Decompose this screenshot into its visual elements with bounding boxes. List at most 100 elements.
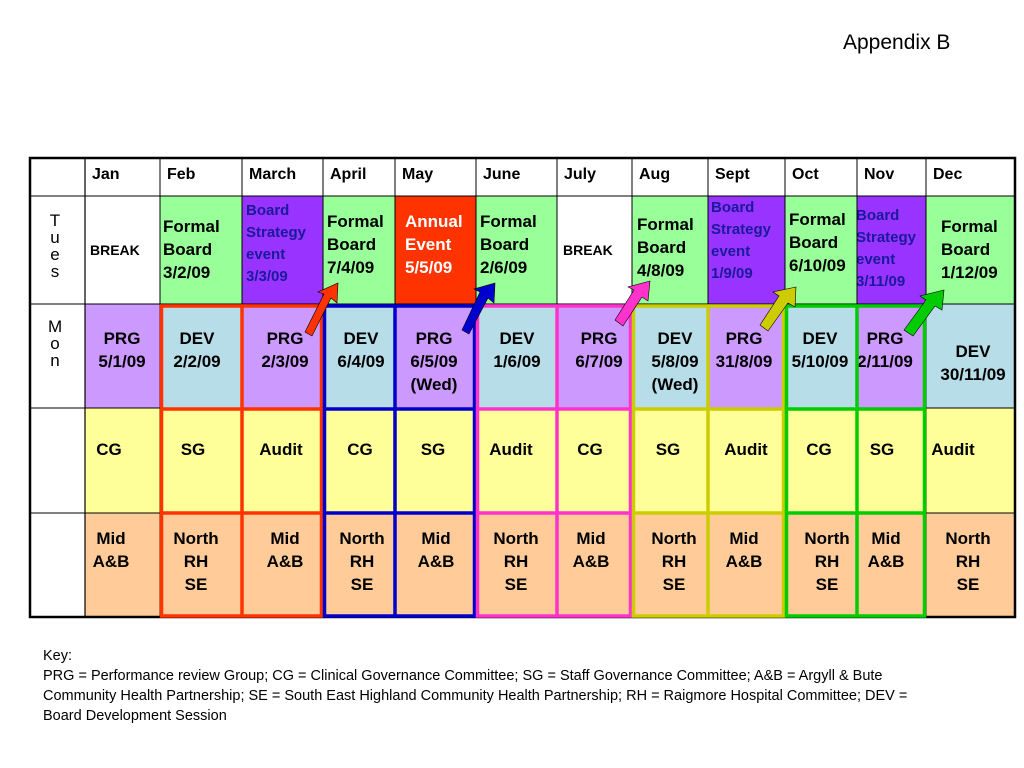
cell-line: RH <box>183 552 209 571</box>
cell-line: 5/8/09 <box>651 352 699 371</box>
cell-line: DEV <box>657 329 693 348</box>
committee-text: SG <box>420 440 446 459</box>
mon-meeting-text: PRG 31/8/09 <box>694 327 794 373</box>
group-arrow <box>759 286 797 332</box>
group-arrow <box>304 282 339 337</box>
tues-event-text: Formal Board 6/10/09 <box>789 208 846 277</box>
cell-line: Formal <box>789 210 846 229</box>
tues-event-text: Board Strategy event 3/3/09 <box>246 200 306 288</box>
cell-line: Strategy <box>711 221 772 238</box>
chp-text: North RH SE <box>322 527 402 596</box>
cell-line: A&B <box>867 552 905 571</box>
chp-cell <box>557 513 632 618</box>
tues-event-text: Formal Board 7/4/09 <box>327 210 384 279</box>
month-header-cell <box>557 157 632 196</box>
cell-line: DEV <box>955 342 991 361</box>
cell-line: 5/10/09 <box>791 352 849 371</box>
cell-line: A&B <box>417 552 455 571</box>
cell-line: 6/5/09 <box>410 352 458 371</box>
tues-event-text: BREAK <box>90 239 140 262</box>
key-heading: Key: <box>43 648 73 664</box>
month-header-cell <box>160 157 242 196</box>
cell-line: Mid <box>270 529 300 548</box>
group-arrow <box>461 282 496 335</box>
mon-meeting-text: DEV 6/4/09 <box>311 327 411 373</box>
cell-line: Board <box>246 202 290 219</box>
cell-line: Mid <box>421 529 451 548</box>
cell-line: Mid <box>729 529 759 548</box>
mon-meeting-cell <box>395 304 476 408</box>
cell-line: RH <box>503 552 529 571</box>
cell-line: Strategy <box>246 224 307 241</box>
tues-event-cell <box>160 196 242 304</box>
tues-event-cell <box>242 196 323 304</box>
chp-text: Mid A&B <box>396 527 476 573</box>
cell-line: s <box>50 262 60 281</box>
cell-line: Event <box>405 235 452 254</box>
cell-line: North <box>945 529 991 548</box>
committee-cell <box>85 408 160 513</box>
chp-text: Mid A&B <box>551 527 631 573</box>
committee-text: Audit <box>259 440 303 459</box>
mon-meeting-cell <box>632 304 708 408</box>
tues-event-text: Board Strategy event 1/9/09 <box>711 197 771 285</box>
cell-line: 30/11/09 <box>940 365 1006 384</box>
chp-text: North RH SE <box>156 527 236 596</box>
cell-line: PRG <box>725 329 763 348</box>
tues-event-cell <box>708 196 785 304</box>
tues-event-cell <box>857 196 926 304</box>
chp-text: North RH SE <box>476 527 556 596</box>
cell-line: M <box>48 317 63 336</box>
grid-overlay <box>28 156 1017 619</box>
cell-line: 6/10/09 <box>789 256 846 275</box>
cell-line: 2/2/09 <box>173 352 221 371</box>
mon-meeting-cell <box>242 304 323 408</box>
cell-line: Board <box>637 238 687 257</box>
cell-line: n <box>50 351 60 370</box>
chp-cell <box>242 513 323 618</box>
cell-line: Board <box>711 199 755 216</box>
group-arrow <box>903 289 945 337</box>
mon-meeting-cell <box>85 304 160 408</box>
cell-line: Mid <box>871 529 901 548</box>
cell-line: 2/6/09 <box>480 258 528 277</box>
group-frame <box>322 304 477 618</box>
cell-line: PRG <box>580 329 618 348</box>
cell-line: North <box>651 529 697 548</box>
month-header-cell <box>323 157 395 196</box>
chp-cell <box>785 513 857 618</box>
month-header-may: May <box>402 166 434 183</box>
cell-line: 5/5/09 <box>405 258 453 277</box>
cell-line: Formal <box>637 215 694 234</box>
chp-text: North RH SE <box>928 527 1008 596</box>
mon-meeting-text: PRG 6/7/09 <box>549 327 649 373</box>
committee-cell <box>476 408 557 513</box>
group-arrow <box>614 280 651 327</box>
mon-meeting-text: PRG 5/1/09 <box>72 327 172 373</box>
cell-line: North <box>493 529 539 548</box>
committee-cell <box>926 408 1016 513</box>
tues-event-cell <box>926 196 1016 304</box>
page-title: Appendix B <box>843 31 951 54</box>
chp-text: Mid A&B <box>846 527 926 573</box>
cell-line: 3/2/09 <box>163 263 211 282</box>
month-header-june: June <box>483 166 521 183</box>
cell-line: BREAK <box>90 242 140 258</box>
cell-line: 6/4/09 <box>337 352 385 371</box>
chp-cell <box>323 513 395 618</box>
table-border <box>28 156 1017 619</box>
committee-text: CG <box>96 440 122 459</box>
committee-cell <box>395 408 476 513</box>
cell-line: RH <box>955 552 981 571</box>
tues-event-cell <box>395 196 476 304</box>
committee-cell <box>857 408 926 513</box>
month-header-cell <box>85 157 160 196</box>
tues-event-cell <box>557 196 632 304</box>
cell-line: o <box>50 334 60 353</box>
cell-line: Formal <box>480 212 537 231</box>
month-header-cell <box>632 157 708 196</box>
cell-line: A&B <box>92 552 130 571</box>
tues-event-text: Board Strategy event 3/11/09 <box>856 205 916 293</box>
month-header-oct: Oct <box>792 166 819 183</box>
